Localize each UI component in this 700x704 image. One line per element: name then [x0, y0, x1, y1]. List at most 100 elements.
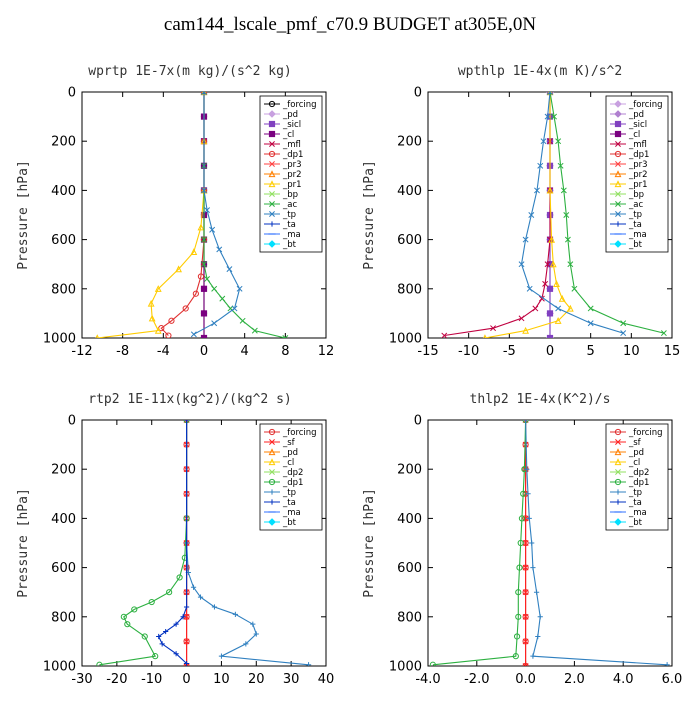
- data-point: [526, 515, 532, 521]
- data-point: [546, 186, 554, 194]
- y-tick-label: 400: [51, 184, 76, 199]
- data-point: [183, 420, 190, 423]
- data-point: [175, 265, 182, 273]
- data-point: [236, 285, 243, 292]
- data-point: [563, 212, 570, 218]
- legend-entry: _bt: [282, 518, 297, 528]
- legend-marker: [268, 170, 276, 178]
- y-tick-label: 600: [51, 233, 76, 248]
- legend-marker: [268, 100, 276, 108]
- data-point: [558, 294, 566, 302]
- data-point: [148, 598, 155, 606]
- x-tick-label: 4.0: [613, 672, 634, 687]
- x-tick-label: -12: [71, 344, 92, 359]
- y-tick-label: 800: [51, 610, 76, 625]
- series-ta: [156, 420, 190, 666]
- data-point: [211, 320, 218, 327]
- legend-entry: _cl: [628, 458, 640, 468]
- data-point: [209, 226, 216, 233]
- data-point: [226, 266, 233, 273]
- legend-entry: _dp1: [628, 478, 649, 488]
- legend-marker: [615, 499, 621, 505]
- legend-marker: [269, 191, 275, 197]
- y-tick-label: 400: [51, 512, 76, 527]
- legend-entry: _cl: [282, 458, 294, 468]
- data-point: [173, 621, 179, 627]
- legend-entry: _pr2: [628, 170, 648, 180]
- data-point: [564, 236, 571, 243]
- y-tick-label: 0: [68, 414, 76, 429]
- legend-entry: _tp: [282, 210, 296, 220]
- y-tick-label: 600: [51, 561, 76, 576]
- x-tick-label: 12: [318, 344, 335, 359]
- y-tick-label: 0: [414, 414, 422, 429]
- legend-marker: [615, 141, 621, 147]
- legend-marker: [269, 141, 275, 147]
- data-point: [180, 614, 186, 620]
- data-point: [524, 466, 530, 472]
- legend: _forcing_pd_sicl_cl_mfl_dp1_pr3_pr2_pr1_…: [259, 95, 323, 253]
- legend-marker: [269, 211, 275, 217]
- data-point: [533, 589, 540, 595]
- legend-entry: _pr1: [628, 180, 648, 190]
- legend-entry: _dp1: [282, 478, 303, 488]
- series-line: [520, 92, 624, 334]
- data-point: [555, 138, 562, 145]
- legend-entry: _dp1: [282, 150, 303, 160]
- y-tick-label: 0: [68, 86, 76, 101]
- data-point: [204, 276, 211, 282]
- series-line: [444, 92, 551, 337]
- data-point: [535, 633, 541, 640]
- legend-entry: _ma: [282, 508, 301, 518]
- x-tick-label: -20: [106, 672, 127, 687]
- data-point: [183, 613, 190, 620]
- legend-entry: _ta: [282, 220, 296, 230]
- data-point: [183, 660, 190, 666]
- legend-marker: [614, 110, 622, 118]
- data-point: [553, 280, 560, 287]
- legend-entry: _ta: [628, 220, 642, 230]
- legend-marker: [614, 150, 622, 158]
- panel-wprtp: wprtp 1E-7x(m kg)/(s^2 kg) 0 200 400 600 800 1…: [16, 64, 334, 359]
- panel-rtp2: rtp2 1E-11x(kg^2)/(kg^2 s)02004006008001…: [16, 392, 334, 687]
- data-point: [159, 641, 165, 647]
- y-tick-label: 1000: [389, 660, 422, 675]
- series-line: [99, 420, 188, 666]
- y-axis-label: Pressure [hPa]: [362, 160, 377, 270]
- data-point: [523, 420, 529, 423]
- data-point: [526, 285, 533, 292]
- legend-marker: [268, 150, 276, 158]
- y-tick-label: 400: [397, 184, 422, 199]
- data-point: [515, 613, 522, 620]
- data-point: [163, 628, 169, 635]
- legend-entry: _ma: [282, 230, 301, 240]
- series-pr1: [483, 92, 574, 338]
- data-point: [200, 334, 208, 338]
- legend-marker: [614, 458, 622, 466]
- series-ac: [201, 92, 289, 338]
- y-tick-label: 1000: [389, 332, 422, 347]
- legend-marker: [614, 478, 622, 486]
- legend-entry: _ta: [282, 498, 296, 508]
- data-point: [251, 327, 258, 334]
- legend-marker: [269, 161, 275, 167]
- series-dp1: [158, 92, 208, 338]
- series-line: [186, 420, 309, 666]
- data-point: [518, 515, 526, 522]
- series-tp: [190, 92, 243, 338]
- data-point: [211, 285, 218, 292]
- data-point: [566, 304, 574, 312]
- data-point: [197, 594, 204, 600]
- data-point: [518, 261, 525, 268]
- legend-entry: _pd: [628, 110, 644, 120]
- legend-entry: _pr2: [282, 170, 302, 180]
- data-point: [197, 223, 205, 231]
- legend-entry: _bp: [628, 190, 644, 200]
- data-point: [131, 606, 138, 613]
- y-tick-label: 600: [397, 561, 422, 576]
- legend-marker: [268, 110, 276, 118]
- data-point: [147, 299, 155, 307]
- legend-marker: [614, 130, 622, 138]
- legend-marker: [615, 469, 621, 475]
- data-point: [282, 335, 289, 338]
